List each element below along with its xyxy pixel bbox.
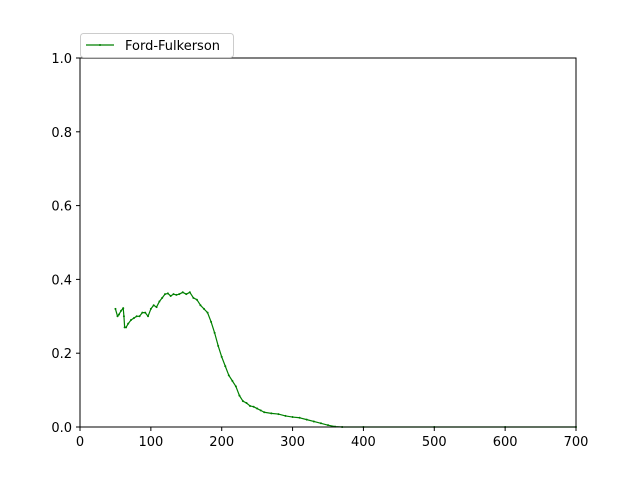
data-point [270, 412, 273, 415]
data-point [185, 293, 188, 296]
data-point [227, 374, 230, 377]
data-point [312, 420, 315, 423]
x-tick-label: 300 [280, 435, 305, 450]
data-point [155, 306, 158, 309]
data-point [172, 293, 175, 296]
y-tick-label: 0.0 [51, 421, 72, 436]
data-point [144, 311, 147, 314]
legend: Ford-Fulkerson [80, 33, 234, 58]
x-tick-label: 200 [209, 435, 234, 450]
data-point [256, 407, 259, 410]
data-point [164, 293, 167, 296]
x-tick-label: 500 [422, 435, 447, 450]
data-point [277, 413, 280, 416]
data-point [206, 311, 209, 314]
data-point [298, 416, 301, 419]
data-point [234, 385, 237, 388]
data-point [213, 331, 216, 334]
data-point [175, 293, 178, 296]
data-point [195, 298, 198, 301]
data-point [122, 315, 125, 318]
data-point [114, 307, 117, 310]
data-point [249, 404, 252, 407]
data-point [178, 293, 181, 296]
data-point [241, 400, 244, 403]
data-point [158, 300, 161, 303]
data-point [122, 307, 125, 310]
x-tick-label: 700 [564, 435, 589, 450]
data-point [327, 424, 329, 427]
data-point [263, 411, 266, 414]
y-tick-label: 0.6 [51, 200, 72, 215]
data-point [117, 313, 120, 316]
x-tick-label: 600 [493, 435, 518, 450]
legend-label: Ford-Fulkerson [125, 39, 220, 54]
data-point [141, 311, 144, 314]
data-point [188, 291, 191, 294]
data-point [284, 414, 287, 417]
data-point [147, 315, 150, 318]
data-point [149, 307, 152, 310]
data-point [152, 304, 155, 307]
data-point [161, 296, 164, 299]
legend-box [80, 33, 234, 58]
axes: 0 100 200 300 400 500 600 700 0.0 0.2 0.4 0.6 0.8 1.0 [51, 52, 588, 450]
data-point [192, 296, 195, 299]
y-tick-label: 0.8 [51, 126, 72, 141]
data-point [319, 422, 322, 425]
y-tick-label: 0.4 [51, 273, 72, 288]
y-tick-label: 1.0 [51, 52, 72, 67]
data-point [169, 295, 172, 297]
data-point [123, 326, 126, 329]
data-point [135, 315, 138, 318]
data-point [217, 344, 220, 347]
data-point [166, 292, 169, 295]
data-point [238, 394, 241, 397]
data-point [259, 409, 262, 412]
data-point [224, 365, 227, 368]
data-point [125, 326, 128, 329]
x-tick-label: 0 [76, 435, 84, 450]
data-point [220, 355, 223, 358]
data-point [127, 322, 130, 325]
data-point [120, 309, 123, 312]
data-point [203, 307, 205, 310]
legend-marker [99, 44, 101, 46]
data-point [199, 304, 202, 307]
data-point [291, 416, 294, 419]
data-point [231, 379, 234, 382]
data-point [245, 402, 248, 405]
data-point [132, 317, 135, 320]
data-point [252, 405, 255, 408]
data-point [210, 320, 213, 323]
data-point [116, 315, 119, 318]
y-tick-label: 0.2 [51, 347, 72, 362]
axes-frame [79, 57, 577, 428]
data-point [130, 318, 133, 321]
x-tick-label: 100 [138, 435, 163, 450]
data-point [138, 315, 141, 318]
data-point [305, 418, 308, 421]
x-tick-label: 400 [351, 435, 376, 450]
data-point [181, 291, 184, 294]
